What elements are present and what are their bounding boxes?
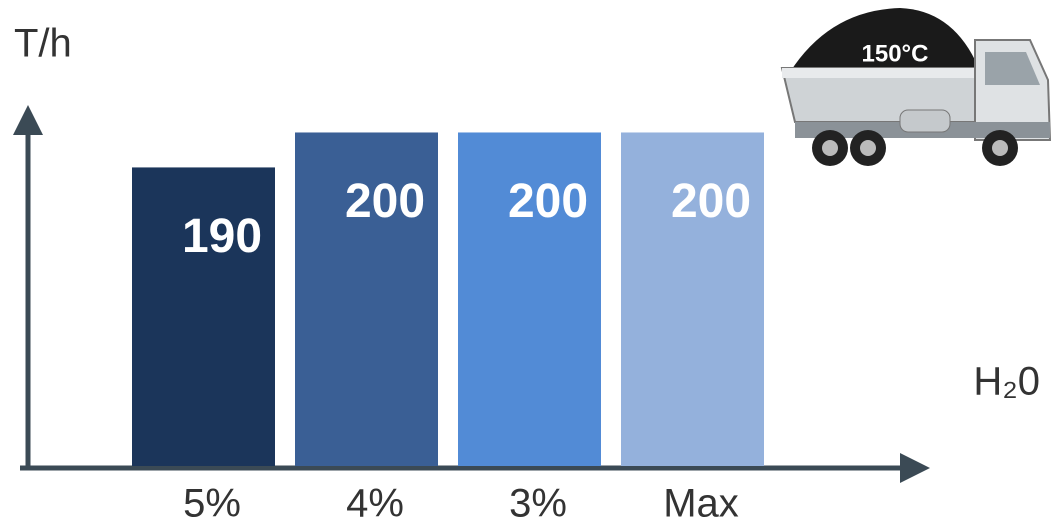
bar [132, 167, 275, 467]
value-label: 190 [182, 210, 262, 263]
x-tick-label: 3% [509, 482, 567, 526]
bar [458, 132, 601, 466]
y-axis-label: T/h [14, 22, 72, 66]
x-tick-label: 5% [183, 482, 241, 526]
bar [295, 132, 438, 466]
bar [621, 132, 764, 466]
x-tick-label: Max [663, 482, 739, 526]
truck-temperature: 150°C [862, 40, 929, 67]
value-label: 200 [671, 175, 751, 228]
truck: 150°C [780, 8, 1052, 166]
value-label: 200 [345, 175, 425, 228]
x-axis-label: H₂0 [973, 360, 1040, 404]
value-label: 200 [508, 175, 588, 228]
x-tick-label: 4% [346, 482, 404, 526]
